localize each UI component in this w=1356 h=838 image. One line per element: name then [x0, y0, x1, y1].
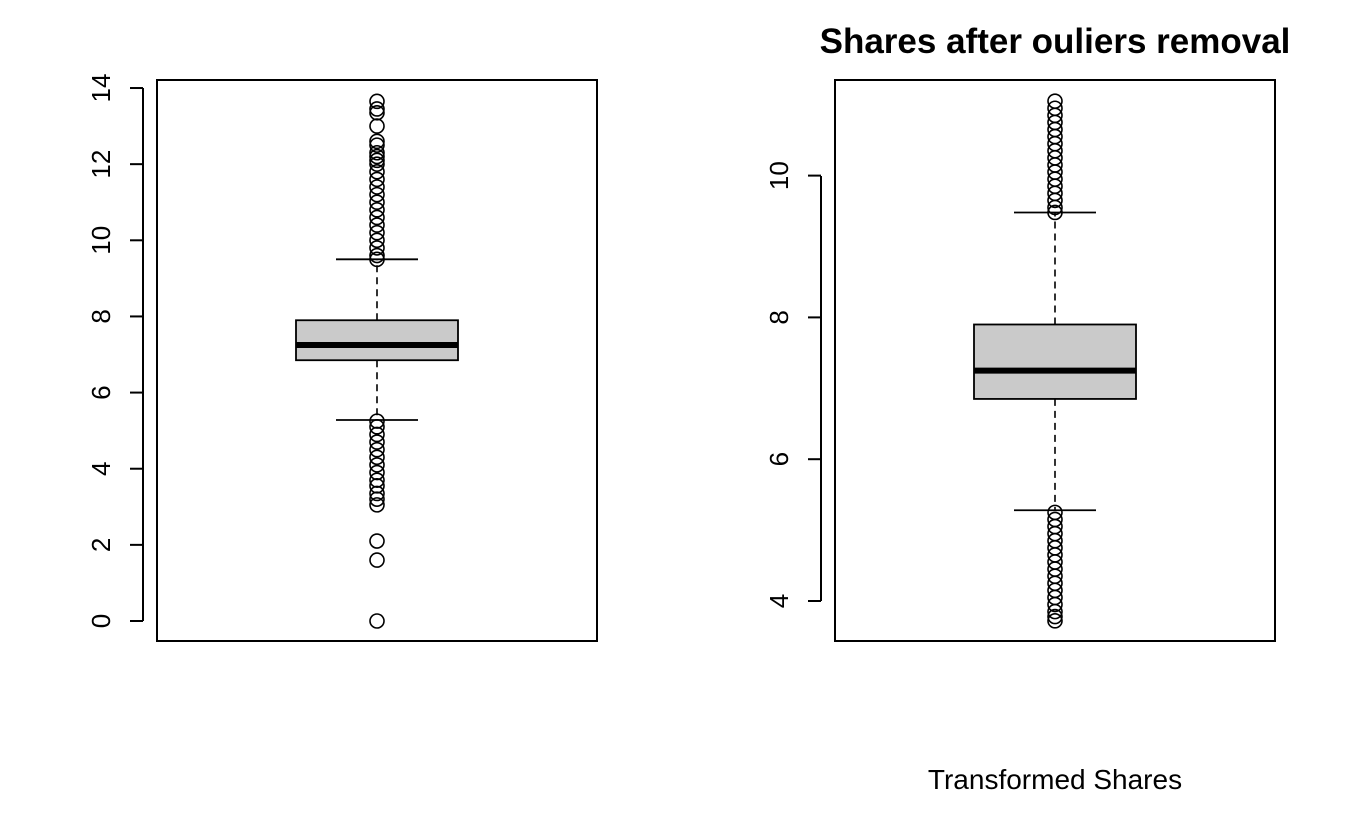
outlier-point: [369, 156, 385, 172]
outlier-point: [1047, 192, 1063, 209]
y-tick-label: 14: [86, 74, 116, 103]
outlier-point: [369, 202, 385, 218]
left-plot-frame: [156, 79, 598, 642]
outlier-point: [369, 148, 385, 165]
y-tick-label: 8: [764, 310, 794, 324]
y-tick-label: 12: [86, 150, 116, 179]
outlier-point: [369, 118, 385, 134]
outlier-point: [1047, 596, 1063, 613]
interquartile-box: [295, 319, 459, 362]
outlier-point: [1047, 613, 1063, 629]
outlier-point: [369, 179, 385, 195]
left-outlier-points: [369, 93, 385, 629]
right-chart-title: Shares after ouliers removal: [820, 22, 1291, 61]
outlier-point: [369, 497, 385, 513]
left-y-axis-ticks: 0 2 4 6 8 10 12 14: [86, 74, 143, 628]
outlier-point: [369, 485, 385, 502]
outlier-point: [369, 209, 385, 226]
y-tick-label: 4: [764, 594, 794, 608]
outlier-point: [369, 491, 385, 507]
outlier-point: [369, 144, 385, 161]
y-tick-label: 8: [86, 309, 116, 323]
y-tick-label: 2: [86, 538, 116, 552]
outlier-point: [369, 426, 385, 443]
outlier-point: [369, 171, 385, 188]
outlier-point: [1047, 204, 1063, 221]
outlier-point: [1047, 603, 1063, 620]
outlier-point: [369, 194, 385, 211]
outlier-point: [369, 247, 385, 264]
left-box: [295, 258, 459, 421]
right-x-axis-label: Transformed Shares: [928, 764, 1182, 795]
y-tick-label: 0: [86, 614, 116, 628]
y-tick-label: 10: [86, 226, 116, 255]
outlier-point: [369, 232, 385, 249]
outlier-point: [369, 419, 385, 435]
right-boxplot-panel: Shares after ouliers removal 4 6 8 10 Trans…: [764, 22, 1290, 795]
outlier-point: [369, 152, 385, 169]
right-plot-frame: [834, 79, 1276, 642]
left-boxplot-panel: 0 2 4 6 8 10 12 14: [86, 74, 598, 642]
outlier-point: [1047, 608, 1063, 625]
outlier-point: [369, 93, 385, 110]
outlier-point: [369, 251, 385, 268]
outlier-point: [369, 163, 385, 180]
right-y-axis-ticks: 4 6 8 10: [764, 161, 821, 608]
outlier-point: [369, 613, 385, 629]
y-tick-label: 6: [86, 385, 116, 399]
outlier-point: [369, 186, 385, 203]
outlier-point: [369, 101, 385, 117]
outlier-point: [369, 434, 385, 450]
outlier-point: [369, 137, 385, 153]
outlier-point: [369, 533, 385, 549]
outlier-point: [369, 133, 385, 150]
right-box: [973, 211, 1137, 512]
outlier-point: [369, 449, 385, 466]
outlier-point: [369, 441, 385, 458]
y-tick-label: 4: [86, 461, 116, 475]
interquartile-box: [973, 323, 1137, 400]
outlier-point: [369, 457, 385, 473]
right-outlier-points: [1047, 93, 1063, 629]
y-tick-label: 10: [764, 161, 794, 190]
outlier-point: [369, 240, 385, 256]
outlier-point: [1047, 199, 1063, 216]
outlier-point: [369, 552, 385, 568]
y-tick-label: 6: [764, 452, 794, 466]
outlier-point: [369, 217, 385, 233]
outlier-point: [369, 224, 385, 241]
